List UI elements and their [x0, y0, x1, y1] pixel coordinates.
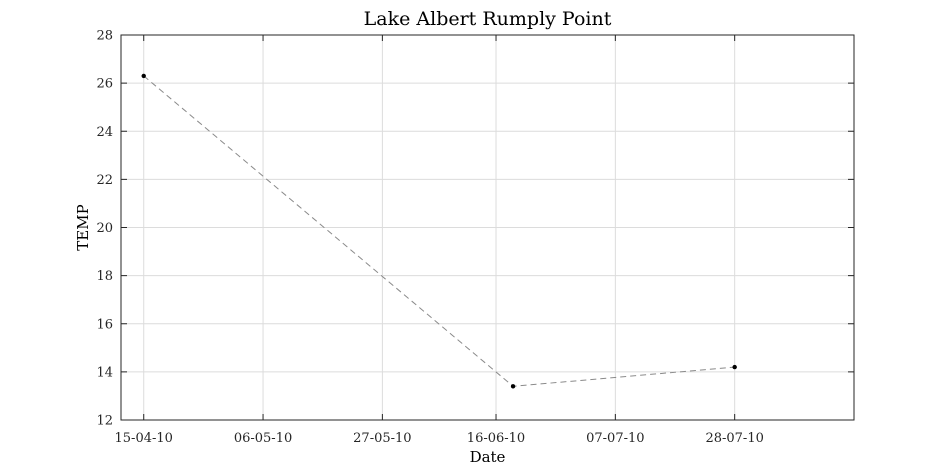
y-axis-label: TEMP: [74, 204, 92, 250]
y-tick-label: 12: [96, 414, 113, 429]
chart-title: Lake Albert Rumply Point: [364, 8, 612, 30]
series-line: [143, 75, 735, 387]
x-tick-label: 28-07-10: [705, 431, 763, 446]
x-tick-label: 15-04-10: [115, 431, 173, 446]
y-tick-label: 20: [96, 221, 113, 236]
y-tick-label: 26: [96, 77, 113, 92]
x-tick-label: 06-05-10: [234, 431, 292, 446]
y-tick-label: 22: [96, 173, 113, 188]
y-tick-label: 14: [96, 365, 113, 380]
x-axis-label: Date: [470, 448, 506, 466]
y-tick-label: 16: [96, 317, 113, 332]
data-point: [732, 364, 737, 370]
y-tick-label: 28: [96, 29, 113, 44]
data-point: [141, 73, 146, 79]
grid: [121, 34, 854, 421]
y-tick-label: 24: [96, 125, 113, 140]
x-tick-label: 27-05-10: [353, 431, 411, 446]
y-tick-label: 18: [96, 269, 113, 284]
x-tick-label: 16-06-10: [467, 431, 525, 446]
data-point: [510, 384, 516, 389]
axis-ticks: 12 14 16 18 20 22 24 26 28 15-04-10 06-05-10 27-05-…: [96, 29, 854, 446]
series-layer: [141, 73, 737, 389]
x-tick-label: 07-07-10: [586, 431, 644, 446]
